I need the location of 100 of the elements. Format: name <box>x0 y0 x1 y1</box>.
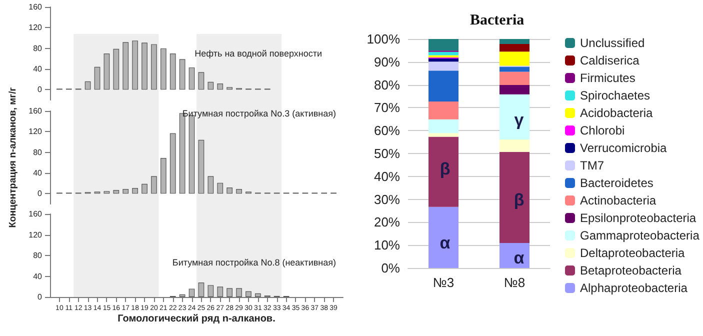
bar <box>500 72 530 86</box>
legend-label: Chlorobi <box>580 124 625 138</box>
bar <box>113 48 120 90</box>
y-tick-label: 160 <box>28 106 43 116</box>
bar <box>500 44 530 52</box>
legend-label: Gammaproteobacteria <box>580 228 700 242</box>
bar <box>217 83 224 90</box>
y-tick-label: 40% <box>374 168 400 184</box>
legend-label: Unclussified <box>580 36 645 50</box>
bar <box>246 291 252 297</box>
y-tick-label: 80% <box>374 77 400 92</box>
bar <box>94 66 100 90</box>
bar <box>104 54 110 90</box>
y-tick-label: 160 <box>28 210 43 218</box>
y-tick-label: 40 <box>33 272 43 281</box>
y-tick-label: 120 <box>28 23 43 32</box>
x-tick-label: №8 <box>504 275 526 290</box>
bar <box>151 44 157 90</box>
y-tick-label: 80 <box>33 148 43 157</box>
bar <box>217 182 224 194</box>
bar <box>122 42 129 90</box>
legend-label: Alphaproteobacteria <box>580 281 688 295</box>
y-tick-label: 0 <box>38 292 43 302</box>
legend-label: Verrucomicrobia <box>580 141 668 155</box>
y-tick-label: 100% <box>366 32 400 46</box>
bar <box>500 152 530 244</box>
legend-label: Betaproteobacteria <box>580 264 682 278</box>
bar <box>151 176 157 194</box>
bar <box>142 184 148 194</box>
bar <box>500 243 530 268</box>
y-tick-label: 0 <box>38 189 43 198</box>
bar <box>500 52 530 66</box>
y-tick-label: 120 <box>28 230 43 240</box>
bar <box>236 288 242 297</box>
y-tick-label: 50% <box>374 146 400 161</box>
annotation: β <box>514 190 524 210</box>
bar <box>132 40 138 90</box>
bar <box>188 288 195 297</box>
bar <box>226 187 233 194</box>
bar <box>255 293 261 297</box>
bar <box>428 70 458 102</box>
bar <box>428 62 458 71</box>
legend-label: TM7 <box>580 158 604 172</box>
text: Битумная постройка No.8 (неактивная) <box>172 258 336 268</box>
y-tick-label: 160 <box>28 2 43 12</box>
bar <box>226 288 233 297</box>
bar <box>122 189 129 194</box>
y-tick-label: 40 <box>33 168 43 178</box>
annotation: γ <box>514 110 524 130</box>
bar <box>198 140 204 194</box>
legend-label: Spirochaetes <box>580 88 650 102</box>
legend-label: Caldiserica <box>580 54 640 68</box>
x-tick-label: №3 <box>432 275 454 290</box>
bar <box>428 52 458 56</box>
annotation: α <box>514 248 525 268</box>
bar <box>160 158 166 194</box>
legend-label: Firmicutes <box>580 71 636 85</box>
y-tick-label: 10% <box>374 238 400 253</box>
bar <box>500 94 530 140</box>
bar <box>160 48 166 90</box>
y-tick-label: 120 <box>28 127 43 136</box>
legend-label: Actinobacteria <box>580 194 656 208</box>
bar <box>208 285 214 297</box>
bar <box>132 188 138 194</box>
text: Нефть на водной поверхности <box>194 48 322 58</box>
y-tick-label: 0% <box>381 260 400 276</box>
bar <box>170 54 176 90</box>
bar <box>198 282 204 297</box>
bar <box>500 39 530 44</box>
bar <box>113 190 120 194</box>
bar <box>500 66 530 72</box>
bar <box>428 58 458 62</box>
y-tick-label: 20% <box>374 214 400 230</box>
bar <box>188 67 195 90</box>
bar <box>179 59 186 90</box>
y-tick-label: 70% <box>374 100 400 116</box>
y-tick-label: 80 <box>33 251 43 260</box>
bar <box>428 39 458 51</box>
legend-label: Acidobacteria <box>580 106 654 120</box>
bar <box>428 206 458 268</box>
bar <box>428 133 458 137</box>
bar <box>428 119 458 134</box>
chart-title: Битумная постройка No.3 (активная) <box>182 108 336 118</box>
bar <box>428 102 458 120</box>
bar <box>208 176 214 194</box>
y-tick-label: 30% <box>374 192 400 207</box>
y-tick-label: 40 <box>33 64 43 74</box>
y-tick-label: 0 <box>38 85 43 94</box>
legend-label: Deltaproteobacteria <box>580 246 686 260</box>
bar <box>500 140 530 152</box>
legend-label: Bacteroidetes <box>580 176 654 190</box>
annotation: β <box>440 160 450 178</box>
annotation: α <box>440 234 451 252</box>
x-axis-title: Гомологический ряд n-алканов. <box>118 314 276 324</box>
bar <box>208 82 214 90</box>
bar <box>236 189 242 194</box>
y-tick-label: 90% <box>374 54 400 70</box>
bar <box>428 136 458 207</box>
legend-label: Epsilonproteobacteria <box>580 211 696 225</box>
bar <box>170 133 176 194</box>
